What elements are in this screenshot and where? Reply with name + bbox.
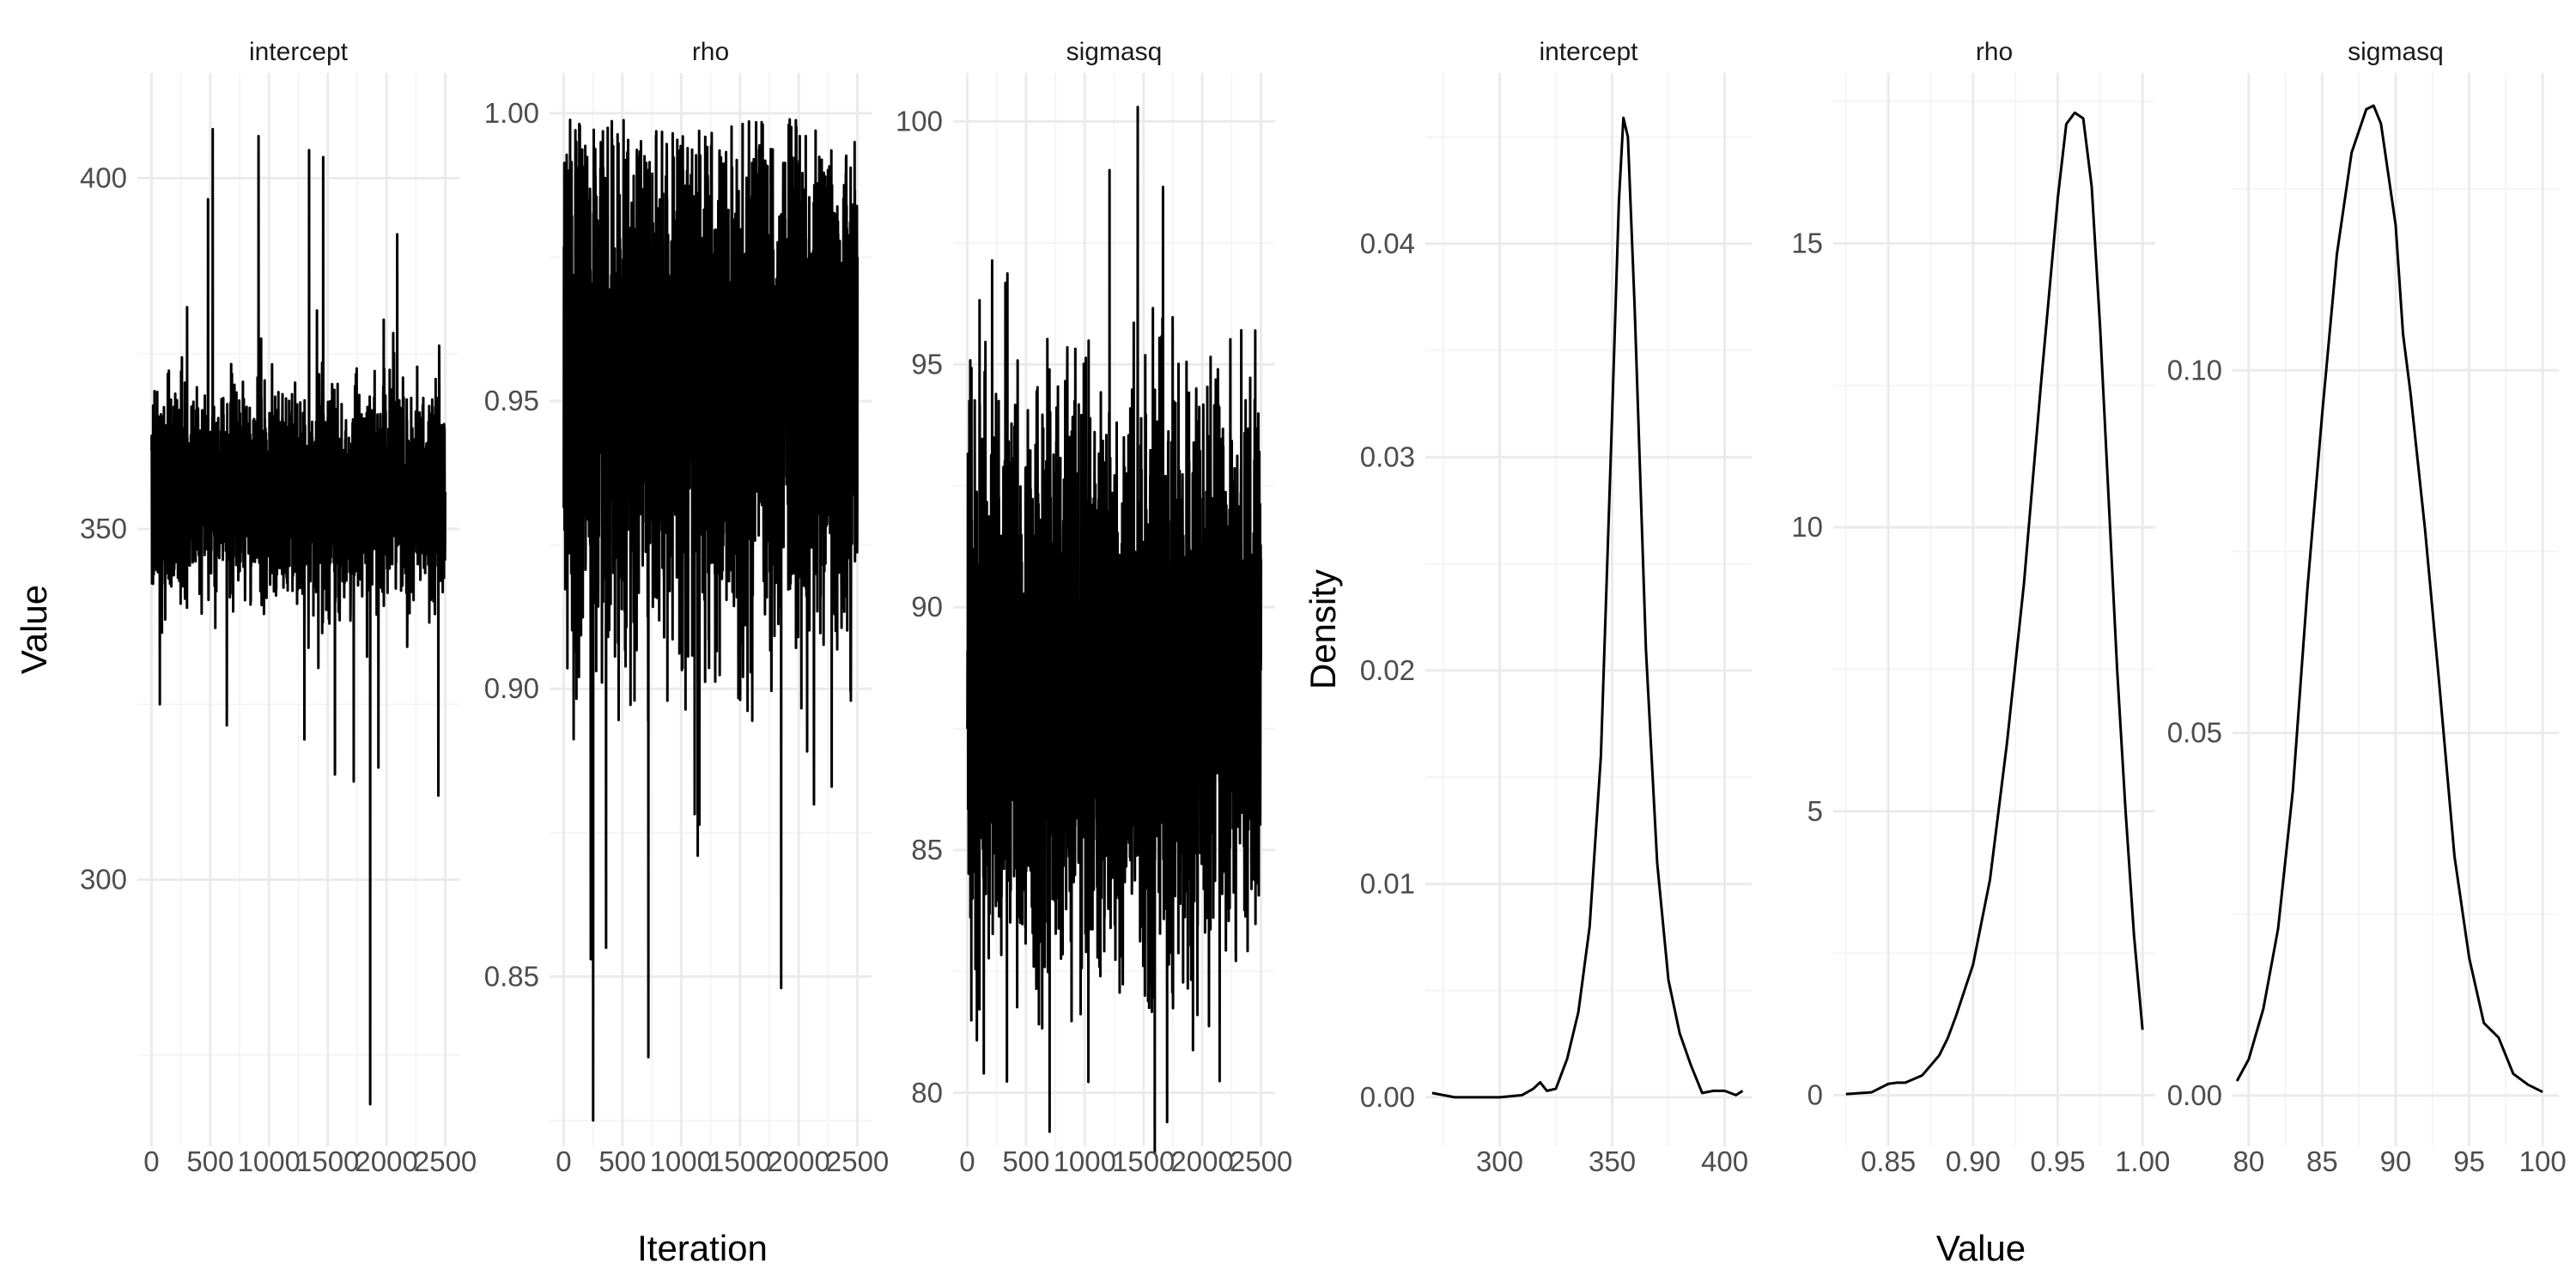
x-tick-label: 350 [1589,1145,1636,1177]
y-tick-label: 0.85 [484,960,539,992]
y-tick-label: 95 [911,348,943,380]
y-tick-label: 0.02 [1360,654,1415,686]
facet-panel-5: rho 0 5 10 15 0.85 0.90 0.95 1.00 [1791,38,2170,1177]
facet-title-sigmasq: sigmasq [2348,38,2444,66]
x-tick-label: 80 [2233,1145,2264,1177]
y-tick-label: 0.04 [1360,228,1415,259]
x-tick-label: 2000 [767,1145,829,1177]
y-tick-label: 5 [1807,795,1823,827]
y-tick-label: 80 [911,1077,943,1109]
facet-title-rho: rho [1976,38,2013,66]
x-tick-label: 1000 [238,1145,301,1177]
y-tick-label: 0.03 [1360,440,1415,472]
y-tick-label: 0 [1807,1078,1823,1110]
x-tick-label: 2000 [1170,1145,1233,1177]
trace-line-sigmasq [966,106,1263,1155]
x-tick-label: 0 [556,1145,571,1177]
x-tick-label: 95 [2453,1145,2485,1177]
x-tick-label: 1500 [296,1145,359,1177]
x-tick-label: 0 [959,1145,975,1177]
trace-line-intercept [150,127,447,1106]
x-tick-label: 2500 [826,1145,889,1177]
y-tick-label: 100 [896,106,943,137]
x-tick-label: 2500 [414,1145,477,1177]
facet-panel-6: sigmasq 0.00 0.05 0.10 80 85 90 95 100 [2167,38,2567,1177]
y-tick-label: 0.00 [2167,1079,2222,1111]
density-x-axis-title: Value [1936,1228,2026,1268]
density-line-intercept [1431,116,1744,1099]
density-y-axis-title: Density [1303,569,1343,690]
y-tick-label: 85 [911,834,943,866]
y-tick-label: 0.00 [1360,1081,1415,1113]
x-tick-label: 2500 [1230,1145,1292,1177]
trace-x-axis-title: Iteration [637,1228,768,1268]
trace-y-axis-title: Value [14,585,54,674]
x-tick-label: 300 [1476,1145,1523,1177]
x-tick-label: 500 [1002,1145,1049,1177]
x-tick-label: 100 [2519,1145,2567,1177]
y-tick-label: 350 [80,513,127,544]
x-tick-label: 400 [1701,1145,1748,1177]
density-line-sigmasq [2235,104,2543,1094]
x-tick-label: 1000 [650,1145,713,1177]
x-tick-label: 90 [2380,1145,2412,1177]
y-tick-label: 0.10 [2167,354,2222,386]
facet-title-sigmasq: sigmasq [1066,38,1163,66]
density-line-rho [1845,111,2144,1096]
x-tick-label: 1.00 [2115,1145,2170,1177]
x-tick-label: 0.85 [1861,1145,1916,1177]
x-tick-label: 1500 [708,1145,771,1177]
facet-title-intercept: intercept [1539,38,1638,66]
x-tick-label: 500 [186,1145,234,1177]
x-tick-label: 1000 [1054,1145,1116,1177]
trace-line-rho [562,118,860,1122]
y-tick-label: 15 [1791,227,1823,258]
y-tick-label: 300 [80,864,127,896]
x-tick-label: 0.95 [2030,1145,2085,1177]
y-tick-label: 400 [80,162,127,194]
y-tick-label: 0.01 [1360,867,1415,899]
y-tick-label: 0.05 [2167,717,2222,749]
x-tick-label: 0 [143,1145,159,1177]
facet-panel-4: intercept 0.00 0.01 0.02 0.03 0.04 300 350 400 [1360,38,1752,1177]
y-tick-label: 10 [1791,511,1823,543]
facet-title-rho: rho [692,38,729,66]
y-tick-label: 0.95 [484,385,539,416]
x-tick-label: 1500 [1112,1145,1175,1177]
x-tick-label: 0.90 [1946,1145,2001,1177]
x-tick-label: 85 [2306,1145,2338,1177]
y-tick-label: 0.90 [484,672,539,704]
x-tick-label: 2000 [355,1145,417,1177]
facet-title-intercept: intercept [249,38,349,66]
y-tick-label: 1.00 [484,97,539,129]
y-tick-label: 90 [911,591,943,623]
x-tick-label: 500 [598,1145,646,1177]
